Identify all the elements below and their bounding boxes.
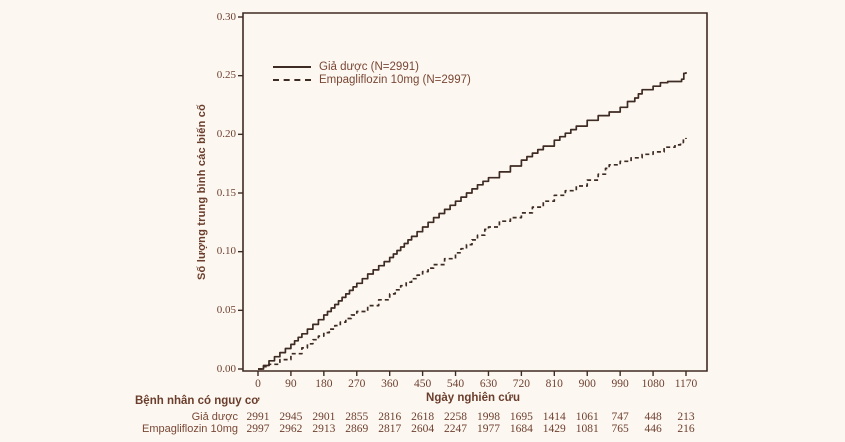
- risk-value: 1977: [476, 423, 500, 435]
- x-tick-label: 360: [381, 378, 399, 390]
- risk-value: 1081: [575, 423, 599, 435]
- risk-value: 1998: [476, 411, 500, 423]
- risk-value: 2816: [378, 411, 402, 423]
- risk-value: 747: [611, 411, 629, 423]
- x-tick-label: 810: [545, 378, 563, 390]
- risk-value: 1061: [575, 411, 599, 423]
- risk-value: 2817: [378, 423, 402, 435]
- risk-value: 1414: [542, 411, 566, 423]
- risk-value: 2901: [312, 411, 336, 423]
- y-tick-label: 0.15: [216, 186, 236, 199]
- legend-solid-line-icon: [273, 65, 311, 68]
- risk-value: 2997: [246, 423, 270, 435]
- legend: Giả dược (N=2991) Empagliflozin 10mg (N=…: [273, 60, 471, 86]
- risk-value: 2913: [312, 423, 336, 435]
- legend-label-placebo: Giả dược (N=2991): [319, 60, 419, 73]
- x-tick-label: 180: [315, 378, 333, 390]
- x-tick-label: 1080: [641, 378, 665, 390]
- x-tick-label: 990: [611, 378, 629, 390]
- y-tick-label: 0.20: [216, 127, 236, 140]
- risk-value: 2258: [444, 411, 468, 423]
- x-tick-label: 0: [255, 378, 261, 390]
- y-tick-label: 0.10: [216, 245, 236, 258]
- legend-dashed-line-icon: [273, 78, 311, 81]
- placebo-curve: [258, 72, 687, 370]
- x-tick-label: 540: [446, 378, 465, 390]
- risk-value: 765: [611, 423, 629, 435]
- x-tick-label: 90: [285, 378, 297, 390]
- risk-row-label-placebo: Giả dược: [191, 411, 238, 423]
- risk-value: 446: [644, 423, 662, 435]
- risk-value: 2991: [246, 411, 270, 423]
- x-tick-label: 630: [479, 378, 498, 390]
- risk-value: 2945: [279, 411, 303, 423]
- x-tick-label: 900: [578, 378, 596, 390]
- risk-value: 2247: [444, 423, 468, 435]
- x-tick-label: 1170: [674, 378, 698, 390]
- risk-value: 2618: [411, 411, 435, 423]
- risk-value: 1695: [509, 411, 533, 423]
- x-tick-label: 450: [413, 378, 432, 390]
- y-tick-label: 0.25: [216, 69, 236, 82]
- risk-value: 448: [644, 411, 662, 423]
- y-tick-label: 0.05: [216, 303, 236, 316]
- risk-value: 213: [677, 411, 695, 423]
- legend-item-empagliflozin: Empagliflozin 10mg (N=2997): [273, 73, 471, 86]
- x-axis-title: Ngày nghiên cứu: [426, 392, 520, 404]
- risk-row-label-empagliflozin: Empagliflozin 10mg: [142, 423, 238, 435]
- risk-value: 2869: [345, 423, 369, 435]
- x-tick-label: 270: [348, 378, 366, 390]
- risk-value: 2604: [411, 423, 435, 435]
- x-tick-label: 720: [512, 378, 530, 390]
- risk-value: 1684: [509, 423, 533, 435]
- y-tick-label: 0.30: [216, 10, 236, 23]
- risk-value: 1429: [542, 423, 566, 435]
- risk-value: 2962: [279, 423, 303, 435]
- risk-table-header: Bệnh nhân có nguy cơ: [135, 395, 260, 407]
- risk-value: 216: [677, 423, 695, 435]
- risk-value: 2855: [345, 411, 369, 423]
- legend-item-placebo: Giả dược (N=2991): [273, 60, 471, 73]
- y-tick-label: 0.00: [216, 362, 236, 375]
- legend-label-empagliflozin: Empagliflozin 10mg (N=2997): [319, 73, 471, 86]
- empagliflozin-curve: [258, 137, 687, 370]
